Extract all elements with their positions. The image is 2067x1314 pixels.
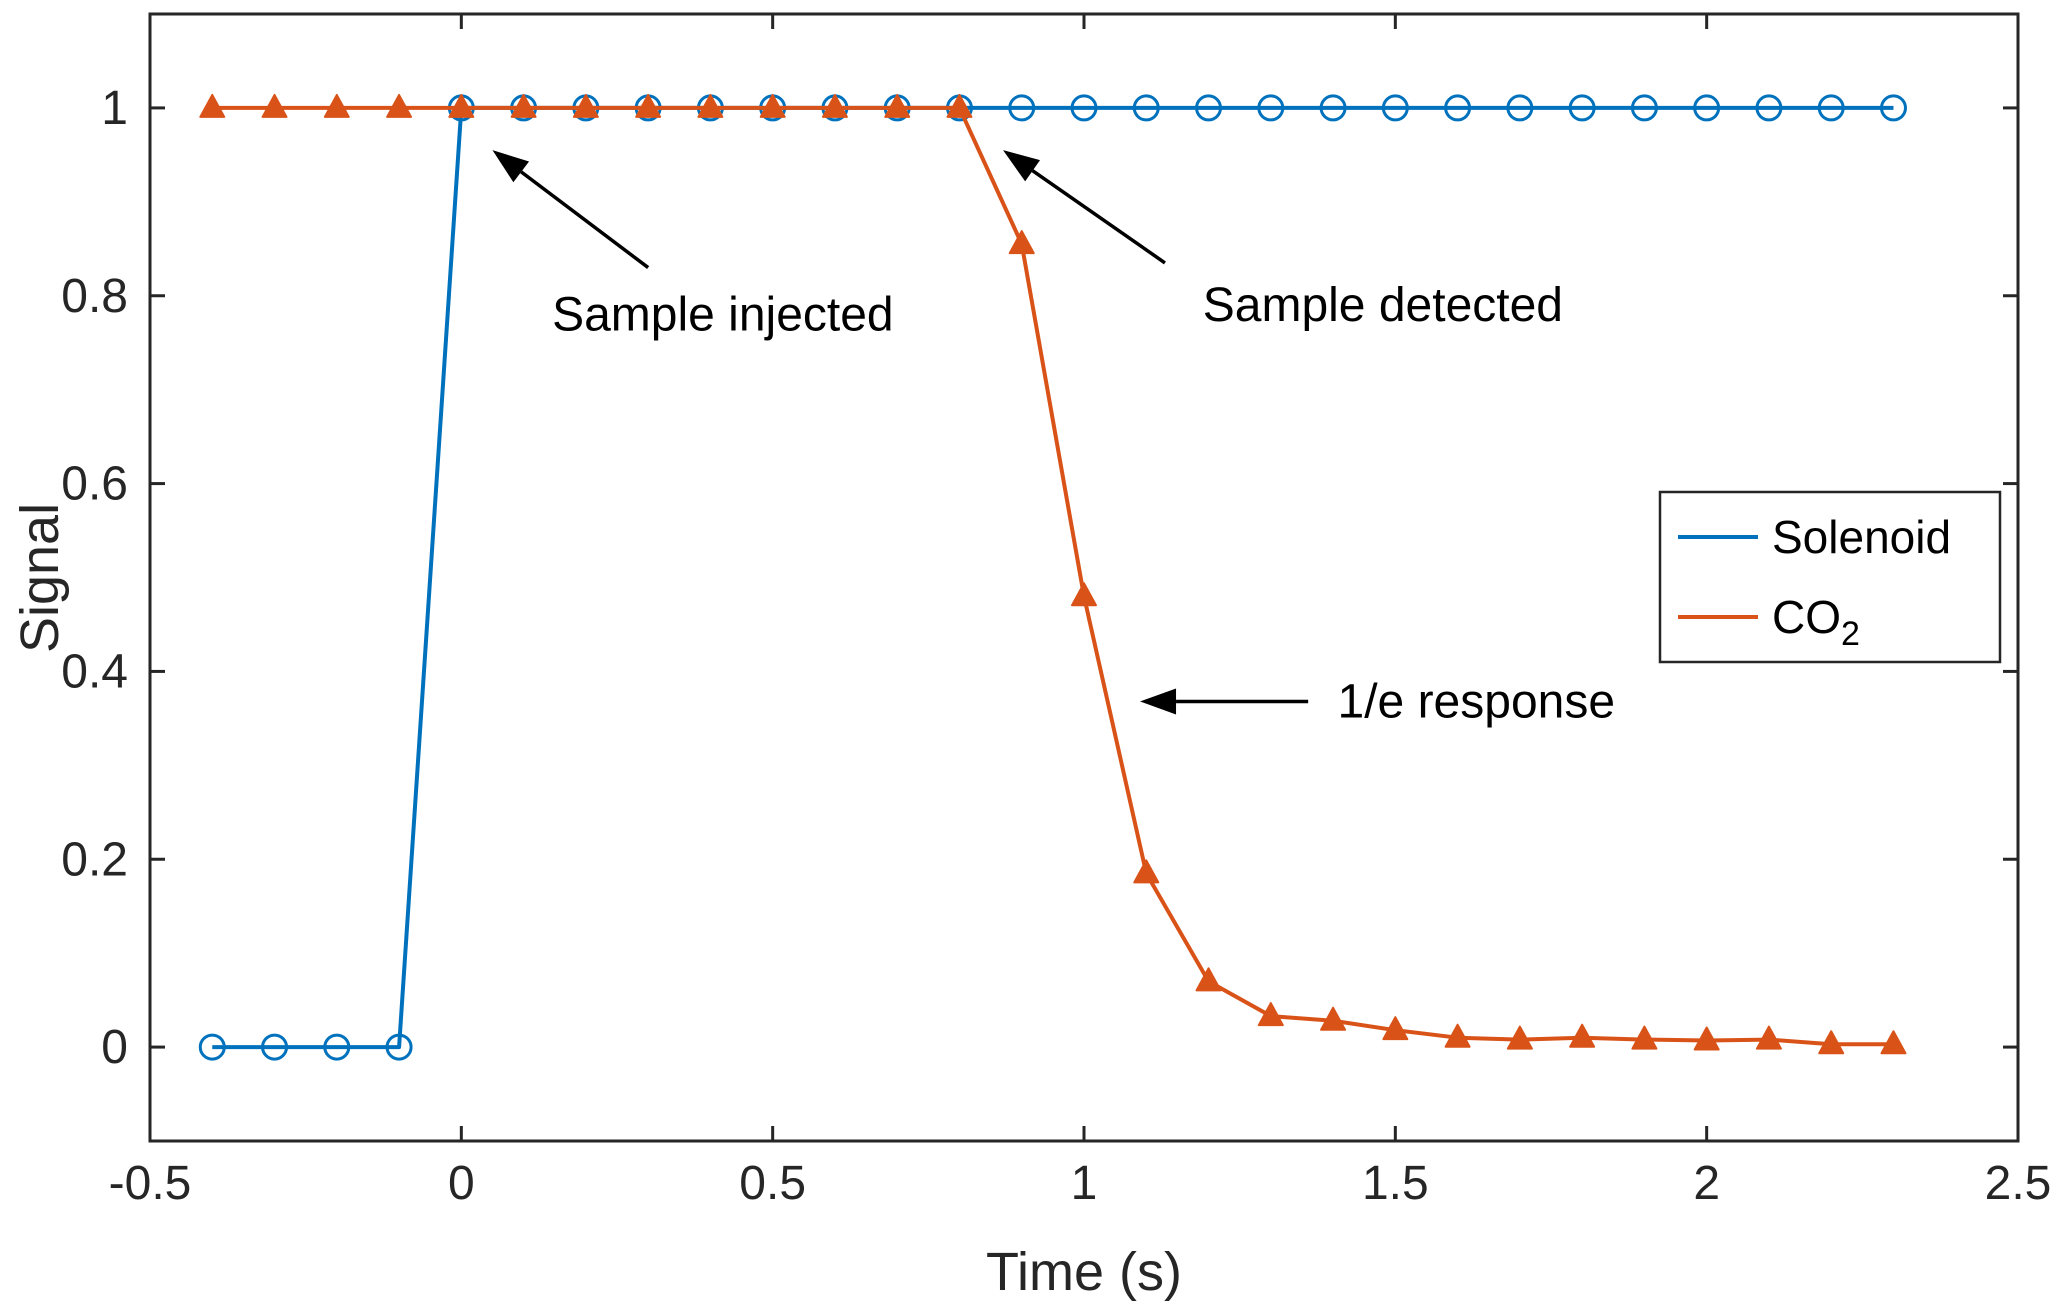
co2-marker bbox=[1444, 1023, 1471, 1048]
co2-marker bbox=[821, 93, 848, 118]
y-tick-label: 0.8 bbox=[61, 270, 128, 323]
y-tick-label: 0.2 bbox=[61, 833, 128, 886]
annotation-arrow-head bbox=[492, 150, 530, 183]
co2-marker bbox=[697, 93, 724, 118]
y-tick-label: 0.4 bbox=[61, 645, 128, 698]
y-tick-label: 0.6 bbox=[61, 458, 128, 511]
co2-marker bbox=[635, 93, 662, 118]
x-tick-label: 2.5 bbox=[1985, 1157, 2052, 1210]
annotation-text: Sample detected bbox=[1203, 279, 1563, 332]
plot-layer: -0.5 0 0.5 1 1.5 2 2.5 0 0.2 0.4 0.6 0.8 1 Sample inj… bbox=[61, 12, 2052, 1210]
co2-marker bbox=[1071, 582, 1097, 607]
co2-marker bbox=[1880, 1030, 1907, 1055]
solenoid-marker bbox=[1506, 94, 1534, 122]
solenoid-marker bbox=[1817, 94, 1845, 122]
co2-marker bbox=[323, 93, 350, 118]
y-tick-label: 0 bbox=[101, 1021, 128, 1074]
co2-marker bbox=[1257, 1002, 1284, 1027]
solenoid-marker bbox=[1070, 94, 1098, 122]
annotation: 1/e response bbox=[1140, 675, 1615, 728]
co2-marker bbox=[448, 93, 475, 118]
annotation: Sample detected bbox=[1003, 150, 1563, 332]
x-tick-label: 2 bbox=[1693, 1157, 1720, 1210]
x-axis-label: Time (s) bbox=[986, 1242, 1182, 1302]
co2-marker bbox=[759, 93, 786, 118]
co2-line bbox=[212, 105, 1894, 1047]
solenoid-marker bbox=[1755, 94, 1783, 122]
annotation-arrow-head bbox=[1003, 150, 1041, 182]
solenoid-marker bbox=[1693, 94, 1721, 122]
y-tick-label: 1 bbox=[101, 82, 128, 135]
legend-label: Solenoid bbox=[1772, 511, 1951, 563]
solenoid-marker bbox=[1195, 94, 1223, 122]
solenoid-marker bbox=[198, 1033, 226, 1061]
solenoid-marker bbox=[1630, 94, 1658, 122]
solenoid-series bbox=[198, 94, 1907, 1061]
x-tick-label: -0.5 bbox=[109, 1157, 192, 1210]
co2-marker bbox=[572, 93, 599, 118]
annotation-text: 1/e response bbox=[1338, 675, 1616, 728]
co2-marker bbox=[510, 93, 537, 118]
solenoid-marker bbox=[385, 1033, 413, 1061]
co2-marker bbox=[1133, 859, 1160, 884]
x-tick-label: 0.5 bbox=[739, 1157, 806, 1210]
annotation-text: Sample injected bbox=[552, 289, 894, 342]
legend-box bbox=[1658, 490, 2002, 664]
co2-marker bbox=[261, 93, 288, 118]
co2-marker bbox=[1506, 1025, 1533, 1050]
solenoid-marker bbox=[1444, 94, 1472, 122]
annotation-arrow-line bbox=[520, 170, 650, 269]
solenoid-marker bbox=[1008, 94, 1036, 122]
solenoid-marker bbox=[1879, 94, 1907, 122]
solenoid-marker bbox=[1319, 94, 1347, 122]
solenoid-line bbox=[212, 105, 1894, 1050]
co2-marker bbox=[386, 93, 413, 118]
co2-marker bbox=[884, 93, 911, 118]
co2-marker bbox=[946, 93, 973, 118]
x-tick-label: 1 bbox=[1071, 1157, 1098, 1210]
co2-marker bbox=[1320, 1006, 1347, 1031]
co2-marker bbox=[1382, 1016, 1409, 1041]
solenoid-marker bbox=[261, 1033, 289, 1061]
x-tick-label: 1.5 bbox=[1362, 1157, 1429, 1210]
co2-marker bbox=[1755, 1025, 1782, 1050]
co2-marker bbox=[1008, 230, 1035, 255]
annotation-arrow-head bbox=[1140, 688, 1177, 715]
solenoid-marker bbox=[1568, 94, 1596, 122]
solenoid-marker bbox=[1381, 94, 1409, 122]
solenoid-marker bbox=[323, 1033, 351, 1061]
co2-marker bbox=[1818, 1030, 1845, 1055]
co2-marker bbox=[199, 93, 226, 118]
solenoid-marker bbox=[1132, 94, 1160, 122]
y-axis-label: Signal bbox=[10, 503, 70, 653]
co2-marker bbox=[1693, 1026, 1720, 1051]
annotation-arrow-line bbox=[1031, 169, 1166, 265]
co2-marker bbox=[1195, 967, 1222, 992]
x-tick-label: 0 bbox=[448, 1157, 475, 1210]
co2-series bbox=[199, 93, 1907, 1055]
annotation: Sample injected bbox=[492, 150, 894, 342]
co2-marker bbox=[1569, 1023, 1596, 1048]
co2-marker bbox=[1631, 1025, 1658, 1050]
solenoid-marker bbox=[1257, 94, 1285, 122]
